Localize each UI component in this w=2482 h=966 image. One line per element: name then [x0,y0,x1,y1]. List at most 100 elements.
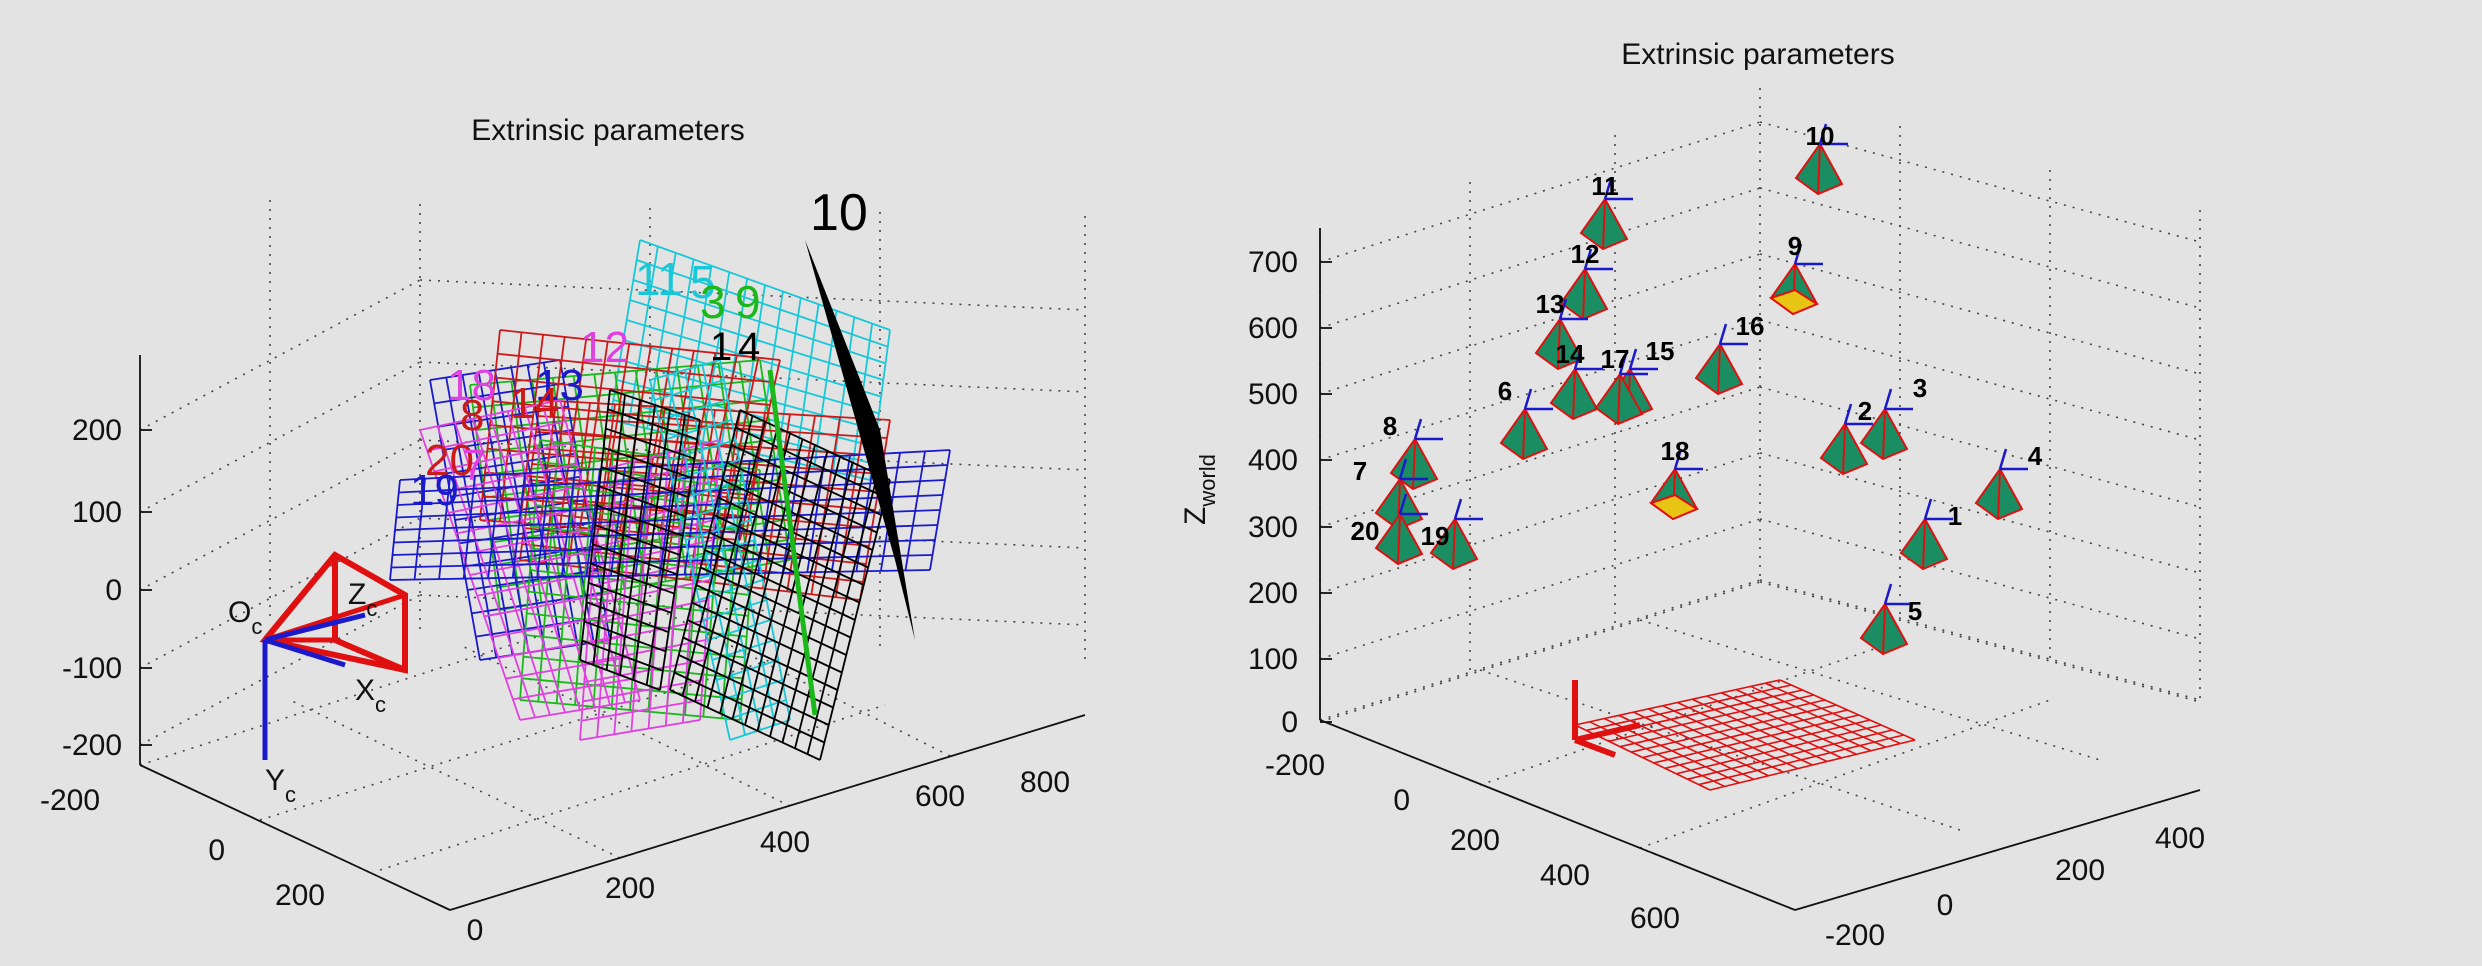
plane-label: 1 [710,325,732,369]
plane-label: 8 [460,391,484,440]
right-x-tick: 600 [1630,902,1680,935]
plane-label: 10 [810,184,868,242]
camera-pyramid: 17 [1594,344,1648,426]
camera-pyramid: 6 [1498,376,1553,461]
camera-label: 7 [1353,456,1367,486]
camera-pyramid: 5 [1859,583,1922,656]
plane-label: 20 [425,436,474,485]
plane-label: 19 [410,466,459,515]
plane-label: 3 [700,276,726,328]
camera-pyramid: 18 [1648,436,1703,521]
camera-pyramid: 1 [1899,498,1962,571]
xc-label: Xc [355,674,386,717]
calibration-plane [579,389,701,691]
right-z-tick: 100 [1248,643,1298,676]
left-x-tick: 200 [275,879,325,912]
camera-label: 16 [1736,311,1765,341]
camera-pyramid: 3 [1859,373,1927,461]
left-y-tick: 200 [605,872,655,905]
left-planes [389,239,951,761]
camera-pyramid: 9 [1768,231,1823,316]
right-z-tick: 300 [1248,511,1298,544]
right-plot: Extrinsic parameters 7006005004003002001… [1179,38,2205,952]
camera-pyramid: 10 [1794,121,1848,196]
right-z-tick: 700 [1248,246,1298,279]
right-x-tick: 0 [1393,784,1410,817]
camera-label: 20 [1351,516,1380,546]
plane-label: 14 [510,379,559,428]
camera-pyramid: 11 [1579,171,1633,251]
camera-pyramid: 14 [1549,339,1603,421]
left-z-tick: -200 [62,729,122,762]
left-y-tick: 400 [760,826,810,859]
camera-label: 8 [1383,411,1397,441]
right-y-tick: 200 [2055,854,2105,887]
plane-label: 4 [738,325,760,369]
camera-label: 1 [1948,501,1962,531]
left-ticks: 200 100 0 -100 -200 -200 0 200 0 200 400 600 800 [40,414,1070,947]
plane-label: 18 [447,361,496,410]
right-axes-box [1319,228,2201,911]
camera-label: 10 [1806,121,1835,151]
right-z-tick: 600 [1248,312,1298,345]
left-plot: Extrinsic parameters 2001000-100-200-200… [40,114,1086,947]
camera-label: 13 [1536,289,1565,319]
left-axes-box [139,355,1086,911]
camera-label: 15 [1646,336,1675,366]
calibration-plane [649,359,791,741]
camera-label: 3 [1913,373,1927,403]
left-x-tick: 0 [208,834,225,867]
camera-label: 19 [1421,521,1450,551]
camera-label: 11 [1591,171,1619,201]
camera-z-axis [264,612,366,643]
calibration-board [1572,679,1916,791]
camera-label: 4 [2028,441,2043,471]
left-z-tick: 200 [72,414,122,447]
left-y-tick: 600 [915,780,965,813]
right-z-tick: 200 [1248,577,1298,610]
left-title: Extrinsic parameters [471,114,744,147]
plane-label: 7 [462,441,486,490]
left-y-tick: 800 [1020,766,1070,799]
camera-pyramid: 4 [1974,441,2043,521]
plane-label: 12 [580,323,629,372]
right-grid [1319,88,2201,911]
left-z-tick: 100 [72,496,122,529]
right-ticks: 7006005004003002001000-2000200400600-200… [1248,246,2205,952]
camera-label: 5 [1908,596,1922,626]
camera-pyramid: 12 [1559,239,1613,321]
plane-10-edge [805,240,915,640]
camera-label: 14 [1556,339,1585,369]
plane-label: 11 [635,253,683,305]
camera-label: 2 [1858,396,1872,426]
camera-pyramid: 19 [1421,498,1483,571]
right-x-tick: -200 [1265,749,1325,782]
plane-label: 9 [735,276,761,328]
right-y-tick: -200 [1825,919,1885,952]
camera-label: 12 [1571,239,1600,269]
right-z-tick: 500 [1248,378,1298,411]
camera-label: 9 [1788,231,1802,261]
origin-label: Oc [228,596,262,639]
camera-pyramid: 16 [1694,311,1765,396]
right-z-tick: 0 [1281,706,1298,739]
left-y-tick: 0 [467,914,484,947]
right-z-tick: 400 [1248,444,1298,477]
zc-label: Zc [348,578,377,621]
left-x-tick: -200 [40,784,100,817]
camera-pyramid: 20 [1351,493,1428,566]
camera-label: 6 [1498,376,1512,406]
plane-label: 5 [690,256,716,308]
plane-label: 13 [535,361,584,410]
right-y-tick: 400 [2155,822,2205,855]
left-z-tick: 0 [105,574,122,607]
right-y-tick: 0 [1937,889,1954,922]
camera-x-axis [264,637,346,668]
camera-pyramid: 2 [1819,396,1873,476]
camera-label: 17 [1601,344,1630,374]
zworld-label: Zworld [1179,454,1220,525]
calibration-plane [669,409,891,761]
right-x-tick: 400 [1540,859,1590,892]
